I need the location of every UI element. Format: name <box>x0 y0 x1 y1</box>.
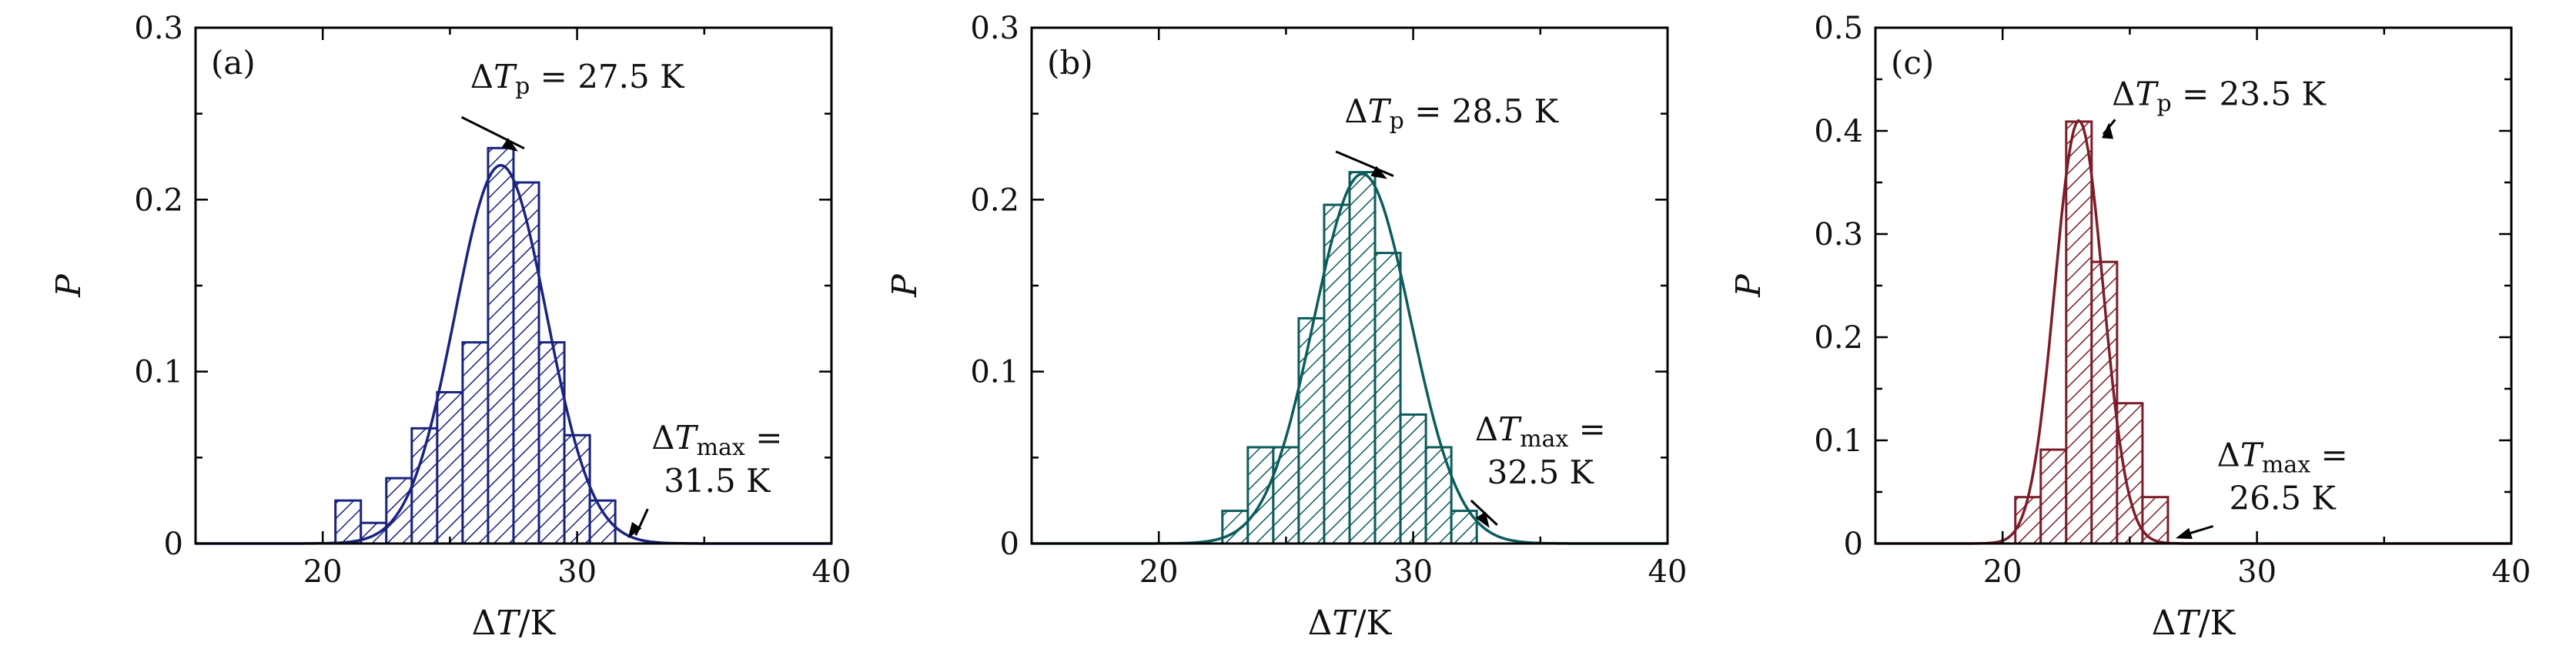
annotation-arrowhead <box>1475 511 1490 528</box>
histogram-bar <box>487 146 515 545</box>
x-tick-label: 40 <box>812 554 851 590</box>
annotation-text: ΔTmax = <box>2217 437 2348 479</box>
chart-panel-a: 20 30 40 0 0.1 0.2 0.3 ΔT/K P (a) ΔTp = 27.5 K ΔTma… <box>49 11 851 643</box>
annotation-text: ΔTp = 23.5 K <box>2112 75 2327 118</box>
annotation-text: 31.5 K <box>664 462 771 500</box>
x-tick-label: 20 <box>1139 554 1179 590</box>
y-tick-label: 0.3 <box>134 11 183 46</box>
annotation-arrowhead <box>627 521 642 539</box>
y-tick-label: 0.2 <box>134 182 183 218</box>
histogram-bar <box>436 390 464 545</box>
gaussian-fit-line <box>1875 119 2511 545</box>
x-tick-label: 20 <box>303 554 343 590</box>
y-tick-label: 0.5 <box>1814 11 1863 46</box>
histogram-bar <box>512 181 540 545</box>
annotation-text: ΔTp = 27.5 K <box>470 58 685 100</box>
y-tick-label: 0 <box>1844 527 1863 562</box>
annotation-arrowhead <box>501 138 518 152</box>
y-tick-label: 0 <box>1000 527 1019 562</box>
annotation-arrowhead <box>2175 527 2193 540</box>
histogram-bar <box>1373 252 1402 545</box>
y-tick-label: 0.4 <box>1814 114 1863 149</box>
y-tick-label: 0.3 <box>1814 217 1863 253</box>
y-axis-label: P <box>885 273 925 298</box>
histogram-bar <box>334 499 363 545</box>
annotation-arrowhead <box>1370 166 1387 179</box>
histogram-bar <box>2039 448 2068 545</box>
chart-panel-c: 20 30 40 0 0.1 0.2 0.3 0.4 0.5 ΔT/K P (c) ΔTp = 23.5… <box>1729 11 2531 643</box>
annotation-text: ΔTp = 28.5 K <box>1344 92 1559 135</box>
annotation-text: 32.5 K <box>1487 453 1595 491</box>
y-axis-label: P <box>49 273 89 298</box>
x-tick-label: 40 <box>1648 554 1688 590</box>
panel-tag: (b) <box>1047 44 1093 82</box>
x-tick-label: 40 <box>2492 554 2531 590</box>
histogram-bar <box>360 521 388 545</box>
x-axis-label: ΔT/K <box>2152 604 2236 643</box>
histogram-bar <box>461 341 490 545</box>
x-tick-label: 20 <box>1983 554 2022 590</box>
y-tick-label: 0.2 <box>1814 320 1863 356</box>
annotation-text: ΔTmax = <box>651 419 782 461</box>
annotation-arrow <box>460 115 525 150</box>
histogram-bar <box>1348 171 1377 545</box>
histogram-bar <box>1399 413 1427 545</box>
y-tick-label: 0 <box>164 527 183 562</box>
x-tick-label: 30 <box>1393 554 1433 590</box>
x-axis-label: ΔT/K <box>472 604 557 643</box>
y-axis-label: P <box>1729 273 1768 298</box>
histogram-bar <box>2065 120 2093 545</box>
y-tick-label: 0.1 <box>134 355 183 390</box>
x-tick-label: 30 <box>2237 554 2277 590</box>
y-tick-label: 0.2 <box>970 182 1019 218</box>
x-tick-label: 30 <box>557 554 597 590</box>
annotation-arrowhead <box>2102 122 2114 139</box>
annotation-arrow <box>1335 150 1394 177</box>
histogram-bar <box>1297 316 1326 545</box>
y-tick-label: 0.3 <box>970 11 1019 46</box>
annotation-text: 26.5 K <box>2230 480 2337 517</box>
chart-panel-b: 20 30 40 0 0.1 0.2 0.3 ΔT/K P (b) ΔTp = 28.5 K ΔTma… <box>885 11 1687 643</box>
y-tick-label: 0.1 <box>970 355 1019 390</box>
histogram-bar <box>537 341 566 545</box>
panel-tag: (a) <box>211 44 256 82</box>
histogram-bar <box>1246 446 1275 545</box>
y-tick-label: 0.1 <box>1814 423 1863 459</box>
x-axis-label: ΔT/K <box>1308 604 1393 643</box>
histogram-bar <box>1221 510 1250 545</box>
panel-tag: (c) <box>1891 44 1934 82</box>
annotation-text: ΔTmax = <box>1475 410 1606 453</box>
